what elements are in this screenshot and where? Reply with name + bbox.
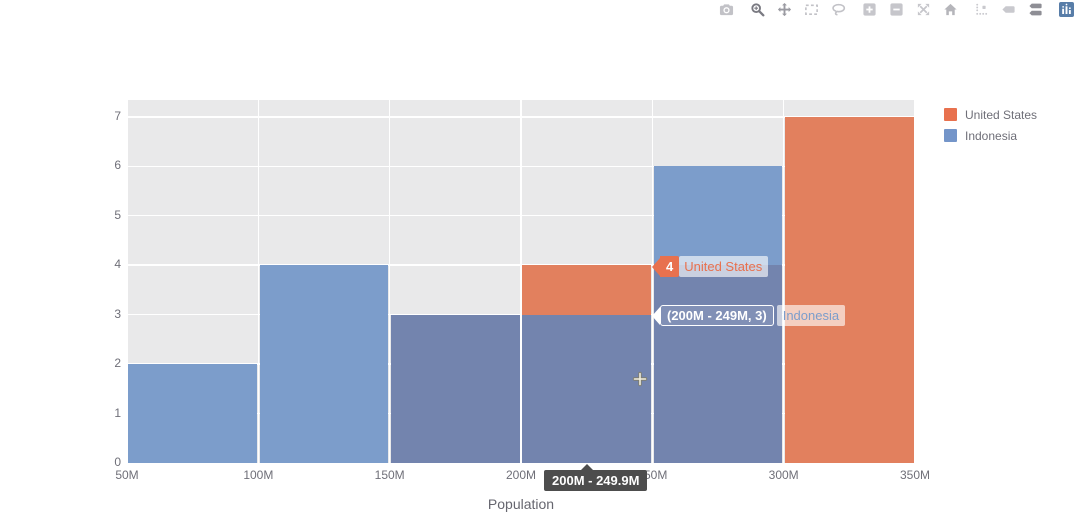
reset-axes-home-icon[interactable] [942,1,958,17]
hover-label-united-states: 4 United States [652,256,769,277]
y-tick-label: 4 [114,257,121,272]
y-tick-label: 5 [114,207,121,222]
histogram-bar-segment [128,364,258,463]
histogram-bar-segment [653,166,783,266]
legend-swatch-icon [944,108,957,121]
x-tick-label: 100M [243,468,274,482]
histogram-bar-segment [784,116,914,463]
y-tick-label: 7 [114,108,121,123]
x-axis-hover-label: 200M - 249.9M [544,464,648,491]
x-tick-label: 350M [899,468,931,482]
box-select-icon[interactable] [803,1,819,17]
y-tick-label: 1 [114,405,121,420]
legend-item-united-states[interactable]: United States [944,104,1037,125]
modebar-group-hover [973,1,1043,17]
modebar [703,1,1074,17]
y-tick-label: 6 [114,158,121,173]
x-gridline [651,100,654,463]
legend-label: Indonesia [965,128,1018,143]
zoom-in-icon[interactable] [861,1,877,17]
x-axis-title: Population [487,496,555,512]
histogram-bar-segment [390,314,520,463]
x-gridline [914,100,916,463]
hover-value: 4 [660,256,680,277]
legend-label: United States [965,107,1038,122]
histogram-bar-segment [522,265,652,315]
toggle-spikelines-icon[interactable] [973,1,989,17]
modebar-group-logo [1058,1,1074,17]
hover-arrow-left-icon [652,306,660,325]
x-tick-label: 300M [768,468,799,482]
histogram-bar-segment [522,314,652,463]
hover-series-name: United States [679,256,769,277]
hover-arrow-left-icon [652,257,660,276]
y-tick-label: 3 [114,306,121,321]
zoom-out-icon[interactable] [888,1,904,17]
x-gridline [388,100,391,463]
y-tick-label: 0 [114,455,121,469]
x-gridline [257,100,260,463]
hover-series-name: Indonesia [776,305,846,326]
x-tick-label: 150M [374,468,405,482]
x-gridline [782,100,785,463]
legend-item-indonesia[interactable]: Indonesia [944,125,1037,146]
y-tick-label: 2 [114,356,121,371]
modebar-group-snapshot [718,1,734,17]
x-tick-label: 200M [505,468,537,482]
plot-area[interactable] [126,100,916,463]
crosshair-cursor-icon [632,371,648,392]
modebar-group-zoom [861,1,958,17]
pan-icon[interactable] [776,1,792,17]
hover-value: (200M - 249M, 3) [660,305,774,326]
hover-closest-icon[interactable] [1000,1,1016,17]
histogram-bar-segment [653,265,783,463]
plotly-logo-icon[interactable] [1058,1,1074,17]
hover-label-indonesia: (200M - 249M, 3) Indonesia [652,305,846,326]
lasso-select-icon[interactable] [830,1,846,17]
modebar-group-drag [749,1,846,17]
x-gridline [126,100,128,463]
legend-swatch-icon [944,129,957,142]
legend: United States Indonesia [944,104,1037,146]
x-gridline [520,100,522,463]
histogram-bar-segment [259,265,389,463]
zoom-icon[interactable] [749,1,765,17]
autoscale-icon[interactable] [915,1,931,17]
x-tick-label: 50M [115,468,139,482]
hover-compare-icon[interactable] [1027,1,1043,17]
camera-icon[interactable] [718,1,734,17]
